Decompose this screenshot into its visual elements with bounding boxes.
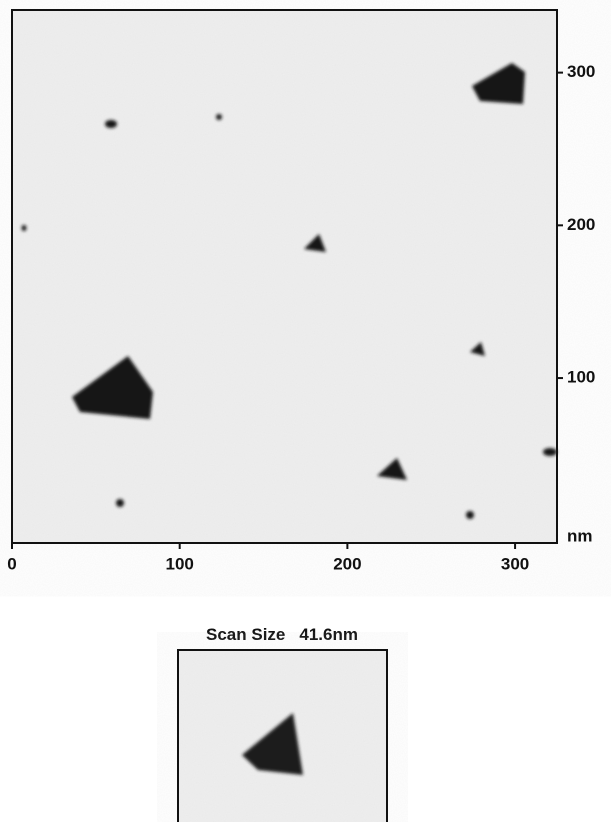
particle: [216, 114, 222, 120]
particle: [472, 63, 525, 104]
y-tick-label: 100: [567, 368, 595, 387]
image-frame: [11, 9, 558, 544]
particle: [543, 448, 557, 456]
y-tick-label: 300: [567, 62, 595, 81]
inset-image: [177, 649, 388, 822]
y-tick-label: 200: [567, 215, 595, 234]
particle: [304, 234, 326, 252]
inset-label: Scan Size: [206, 625, 285, 644]
inset-frame: [177, 649, 388, 822]
particle: [72, 356, 153, 419]
inset-particle: [242, 713, 303, 775]
x-tick-label: 100: [166, 554, 194, 573]
unit-label: nm: [567, 526, 593, 545]
particle: [105, 120, 117, 128]
inset-title: Scan Size 41.6nm: [206, 625, 358, 644]
particle: [116, 499, 124, 507]
particle: [470, 342, 485, 356]
afm-image: [11, 9, 558, 544]
x-tick-label: 200: [333, 554, 361, 573]
x-tick-label: 0: [7, 554, 16, 573]
particle: [21, 225, 27, 231]
particles: [21, 63, 557, 519]
image-texture: [12, 10, 557, 543]
inset-size: 41.6nm: [299, 625, 358, 644]
particle: [377, 458, 407, 480]
particle: [466, 511, 474, 519]
x-tick-label: 300: [501, 554, 529, 573]
